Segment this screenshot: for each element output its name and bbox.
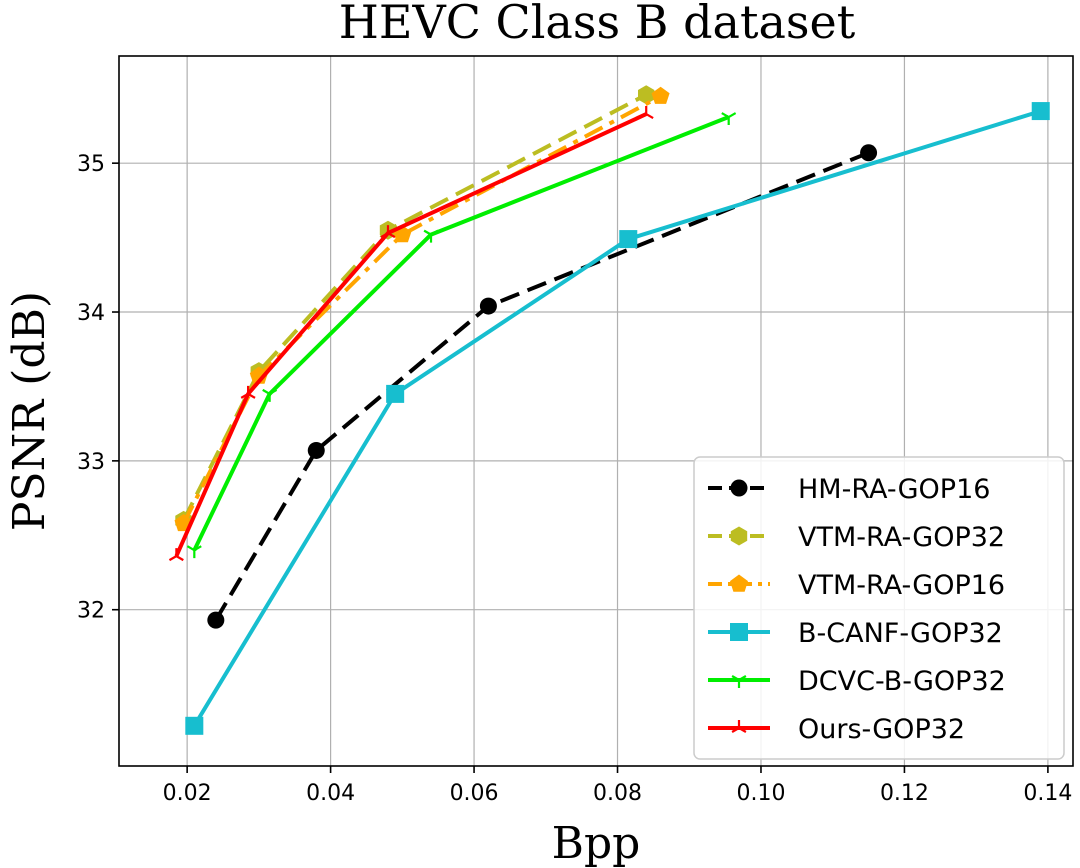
chart-title: HEVC Class B dataset: [339, 0, 856, 49]
legend-marker: [731, 675, 747, 688]
data-point: [185, 716, 204, 735]
y-tick-label: 34: [77, 301, 105, 326]
legend-marker: [731, 720, 747, 733]
data-point: [262, 388, 278, 402]
x-tick-label: 0.06: [450, 781, 499, 806]
x-tick-label: 0.10: [736, 781, 785, 806]
legend: HM-RA-GOP16 VTM-RA-GOP32 VTM-RA-GOP16 B-CAN…: [693, 456, 1065, 760]
data-point: [479, 297, 497, 315]
series-layer: [168, 85, 1050, 735]
legend-label: B-CANF-GOP32: [798, 618, 1003, 649]
legend-entry-b-canf-gop32: B-CANF-GOP32: [708, 618, 1003, 649]
legend-marker: [730, 526, 748, 546]
legend-entry-dcvc-b-gop32: DCVC-B-GOP32: [708, 666, 1006, 697]
series-ours-gop32: [168, 106, 654, 562]
plot-frame: [118, 55, 1074, 767]
legend-box: [693, 456, 1065, 760]
axis-ticks: 0.02 0.04 0.06 0.08 0.10 0.12 0.14 32 33 34 35: [77, 152, 1072, 806]
data-point: [207, 611, 225, 629]
series-vtm-ra-gop32: [175, 85, 655, 530]
legend-marker: [730, 479, 748, 497]
data-point: [1031, 102, 1050, 121]
legend-label: HM-RA-GOP16: [798, 474, 990, 505]
data-point: [860, 144, 878, 162]
data-point: [423, 229, 439, 243]
data-point: [380, 225, 396, 239]
legend-marker: [730, 623, 748, 641]
grid-lines: [119, 56, 1073, 766]
x-tick-label: 0.12: [880, 781, 929, 806]
series-line: [174, 112, 648, 557]
legend-label: DCVC-B-GOP32: [798, 666, 1006, 697]
data-point: [186, 545, 202, 559]
series-line: [214, 150, 870, 622]
data-point: [307, 441, 325, 459]
legend-label: VTM-RA-GOP32: [798, 522, 1005, 553]
data-point: [168, 548, 184, 562]
legend-entry-hm-ra-gop16: HM-RA-GOP16: [708, 474, 990, 505]
data-point: [638, 85, 655, 105]
series-line: [192, 109, 1042, 727]
x-tick-label: 0.02: [163, 781, 212, 806]
legend-label: Ours-GOP32: [798, 714, 965, 745]
x-tick-label: 0.04: [306, 781, 355, 806]
y-tick-label: 32: [77, 599, 105, 624]
series-b-canf-gop32: [185, 102, 1050, 735]
x-axis-label: Bpp: [552, 818, 641, 868]
data-point: [240, 385, 256, 399]
series-line: [181, 94, 662, 525]
y-tick-label: 33: [77, 450, 105, 475]
legend-entry-vtm-ra-gop16: VTM-RA-GOP16: [708, 570, 1005, 601]
legend-entry-ours-gop32: Ours-GOP32: [708, 714, 965, 745]
x-tick-label: 0.08: [593, 781, 642, 806]
legend-marker: [730, 574, 748, 592]
series-line: [192, 115, 730, 552]
data-point: [386, 384, 405, 403]
data-point: [651, 86, 670, 104]
y-tick-label: 35: [77, 152, 105, 177]
data-point: [249, 366, 268, 384]
data-point: [721, 112, 737, 126]
data-point: [638, 106, 654, 120]
series-line: [181, 92, 648, 522]
series-dcvc-b-gop32: [186, 112, 737, 559]
legend-label: VTM-RA-GOP16: [798, 570, 1005, 601]
legend-entry-vtm-ra-gop32: VTM-RA-GOP32: [708, 522, 1005, 553]
x-tick-label: 0.14: [1023, 781, 1072, 806]
data-point: [619, 230, 638, 249]
series-vtm-ra-gop16: [174, 86, 670, 532]
series-hm-ra-gop16: [207, 144, 878, 629]
y-axis-label: PSNR (dB): [4, 291, 55, 531]
